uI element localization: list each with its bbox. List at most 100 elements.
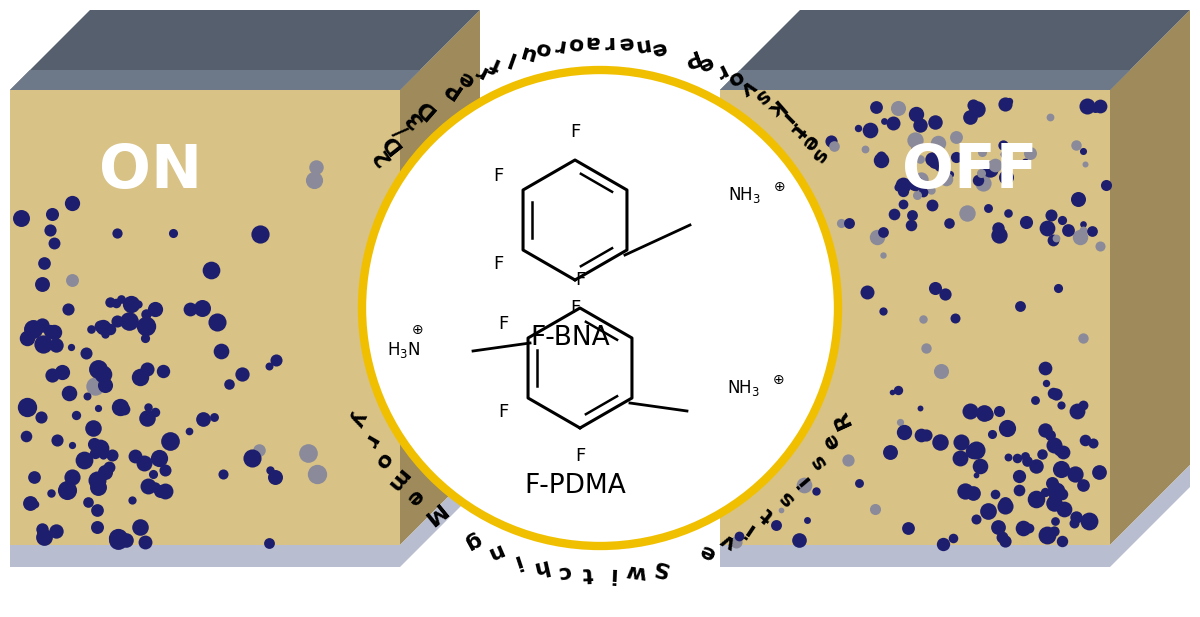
- Text: s: s: [806, 145, 830, 167]
- Point: [917, 431, 936, 441]
- Point: [145, 304, 164, 314]
- Point: [1036, 487, 1055, 497]
- Point: [1009, 471, 1028, 481]
- Point: [1046, 233, 1066, 243]
- Point: [992, 532, 1012, 542]
- Point: [950, 453, 970, 463]
- Text: v: v: [737, 75, 760, 99]
- Point: [131, 523, 150, 532]
- Point: [214, 470, 233, 479]
- Point: [946, 132, 965, 142]
- Point: [90, 444, 109, 453]
- Point: [32, 320, 52, 330]
- Text: t: t: [787, 120, 809, 141]
- Point: [1046, 389, 1066, 399]
- Point: [1046, 486, 1066, 496]
- Point: [985, 489, 1004, 499]
- Point: [922, 185, 941, 195]
- Point: [880, 447, 899, 457]
- Point: [1052, 215, 1072, 225]
- Point: [929, 138, 948, 147]
- Text: F: F: [570, 123, 580, 141]
- Text: S: S: [650, 555, 671, 579]
- Text: F: F: [499, 315, 509, 333]
- Point: [776, 384, 796, 394]
- Point: [143, 469, 162, 479]
- Point: [25, 499, 44, 509]
- Point: [136, 321, 155, 331]
- Point: [996, 501, 1015, 511]
- Point: [137, 365, 156, 375]
- Text: D: D: [412, 94, 439, 121]
- Point: [931, 160, 950, 170]
- Point: [925, 283, 944, 293]
- Point: [925, 156, 944, 166]
- Point: [1009, 486, 1028, 495]
- Point: [34, 339, 53, 349]
- Point: [824, 141, 844, 151]
- Point: [1075, 434, 1094, 444]
- Point: [902, 210, 922, 220]
- Text: F: F: [570, 299, 580, 317]
- Point: [751, 260, 770, 270]
- Point: [115, 404, 134, 414]
- Text: F-BNA: F-BNA: [530, 325, 610, 351]
- Point: [1081, 518, 1100, 528]
- Point: [1054, 447, 1073, 457]
- Point: [88, 476, 107, 486]
- Text: t: t: [582, 563, 594, 584]
- Point: [1032, 449, 1051, 458]
- Point: [840, 218, 859, 228]
- Text: e: e: [455, 66, 478, 91]
- Point: [94, 450, 113, 460]
- Text: P: P: [678, 45, 701, 70]
- Point: [1052, 536, 1072, 546]
- Point: [1074, 218, 1093, 228]
- Point: [145, 407, 164, 416]
- Text: s: s: [774, 486, 798, 510]
- Point: [1037, 223, 1056, 233]
- Point: [889, 104, 908, 114]
- Point: [116, 535, 136, 545]
- Point: [974, 408, 994, 418]
- Text: 3: 3: [401, 106, 426, 131]
- Point: [1074, 333, 1093, 343]
- Point: [202, 265, 221, 275]
- Point: [781, 350, 800, 360]
- Point: [913, 314, 932, 324]
- Point: [997, 423, 1016, 433]
- Point: [41, 225, 60, 235]
- Point: [12, 213, 31, 223]
- Point: [34, 323, 53, 333]
- Point: [47, 339, 66, 349]
- Point: [732, 162, 751, 172]
- Text: i: i: [740, 518, 757, 539]
- Point: [84, 439, 103, 449]
- Text: R: R: [829, 407, 854, 431]
- Point: [66, 410, 85, 420]
- Text: OFF: OFF: [902, 143, 1037, 201]
- Point: [934, 539, 953, 549]
- Text: /: /: [392, 121, 412, 140]
- Point: [32, 524, 52, 534]
- Point: [151, 486, 170, 496]
- Point: [266, 355, 286, 365]
- Text: m: m: [382, 465, 413, 495]
- Point: [1015, 451, 1034, 461]
- Polygon shape: [10, 10, 480, 90]
- Point: [1096, 180, 1115, 190]
- Point: [193, 414, 212, 424]
- Point: [989, 230, 1008, 240]
- Point: [977, 409, 996, 419]
- Point: [17, 333, 36, 342]
- Point: [161, 436, 180, 446]
- Point: [1016, 217, 1036, 227]
- Point: [107, 297, 126, 307]
- Point: [24, 472, 43, 482]
- Point: [89, 403, 108, 413]
- Point: [989, 407, 1008, 416]
- Point: [794, 480, 814, 490]
- Point: [739, 260, 758, 270]
- Point: [35, 259, 54, 268]
- Text: u: u: [516, 41, 536, 64]
